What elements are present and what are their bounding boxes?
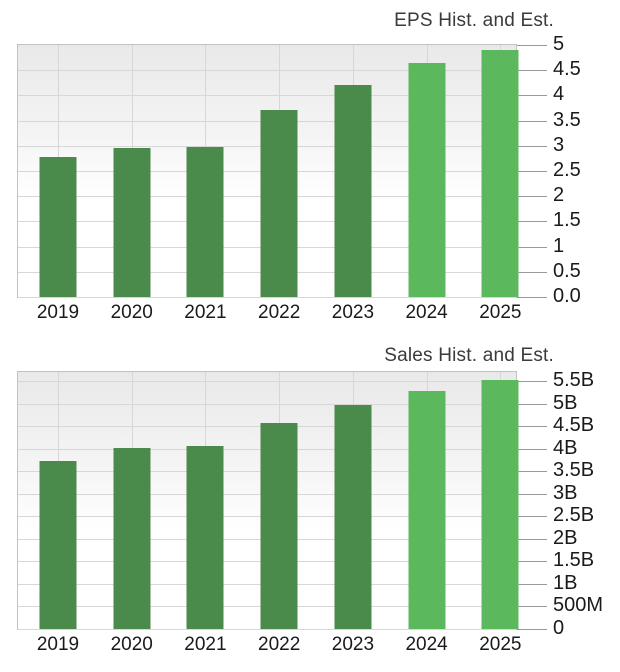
x-axis-label: 2024 [405, 302, 448, 323]
y-tick-mark [517, 120, 547, 122]
y-tick-mark [517, 471, 547, 473]
y-tick-mark [517, 538, 547, 540]
y-tick-label: 4.5B [553, 414, 595, 437]
y-tick-mark [517, 145, 547, 147]
bar-2020 [113, 148, 151, 297]
y-tick-label: 3 [553, 133, 565, 156]
h-gridline [18, 381, 516, 383]
y-tick-label: 1B [553, 571, 578, 594]
bars-layer [18, 372, 519, 629]
y-tick-label: 3.5B [553, 459, 595, 482]
y-tick-label: 0 [553, 617, 565, 640]
y-tick-mark [517, 426, 547, 428]
y-tick-mark [517, 221, 547, 223]
sales-history-estimate-chart: Sales Hist. and Est. 5.5B 5B 4.5B 4B 3.5B 3B 2… [0, 336, 620, 672]
bar-2019 [39, 157, 77, 297]
bar-2023 [334, 404, 372, 629]
y-tick-mark [517, 95, 547, 97]
y-tick-label: 1.5 [553, 209, 581, 232]
bar-2019 [39, 460, 77, 629]
y-tick-mark [517, 297, 547, 298]
y-tick-label: 2.5B [553, 504, 595, 527]
h-gridline [18, 297, 516, 298]
y-tick-mark [517, 171, 547, 172]
eps-history-estimate-chart: EPS Hist. and Est. 5 4.5 4 3.5 3 2.5 2 1.5 1 0.5 0… [17, 10, 581, 323]
bar-2025 [481, 50, 519, 297]
x-axis-label: 2023 [331, 302, 375, 323]
bar-2021 [186, 445, 224, 629]
bar-2022 [260, 109, 298, 297]
y-tick-label: 0.5 [553, 259, 581, 282]
y-tick-mark [517, 516, 547, 518]
y-tick-mark [517, 448, 547, 450]
y-tick-label: 2B [553, 526, 578, 549]
y-tick-mark [517, 629, 547, 630]
x-axis-label: 2021 [184, 302, 227, 323]
chart-title: Sales Hist. and Est. [384, 345, 554, 366]
x-axis-label: 2019 [36, 302, 80, 323]
y-tick-label: 4B [553, 436, 578, 459]
h-gridline [18, 629, 516, 630]
y-tick-label: 4 [553, 83, 565, 106]
plot-area [17, 371, 519, 630]
bar-2023 [334, 84, 372, 297]
y-tick-mark [517, 606, 547, 608]
x-axis-label: 2024 [405, 634, 448, 655]
x-axis-label: 2021 [184, 634, 227, 655]
y-tick-label: 3B [553, 481, 578, 504]
h-gridline [18, 95, 516, 97]
y-tick-label: 0.0 [553, 285, 581, 308]
y-tick-mark [517, 271, 547, 273]
bar-2024 [408, 62, 446, 297]
x-axis-label: 2022 [258, 302, 301, 323]
x-axis-label: 2019 [36, 634, 80, 655]
chart-title: EPS Hist. and Est. [394, 10, 554, 31]
x-axis-label: 2025 [479, 302, 522, 323]
y-tick-mark [517, 403, 547, 405]
x-axis-label: 2022 [258, 634, 301, 655]
x-axis-label: 2020 [110, 302, 153, 323]
bar-2022 [260, 422, 298, 629]
bars-layer [18, 45, 519, 297]
bar-2021 [186, 146, 224, 297]
plot-area [17, 44, 519, 298]
y-tick-label: 5.5B [553, 369, 595, 392]
bar-2025 [481, 379, 519, 629]
y-tick-label: 2.5 [553, 159, 581, 182]
x-axis-label: 2023 [331, 634, 375, 655]
y-tick-label: 1 [553, 234, 565, 257]
y-tick-mark [517, 381, 547, 383]
y-tick-mark [517, 583, 547, 585]
x-axis-label: 2020 [110, 634, 153, 655]
y-tick-mark [517, 70, 547, 72]
y-tick-label: 5 [553, 33, 565, 56]
y-tick-label: 5B [553, 391, 578, 414]
y-tick-mark [517, 196, 547, 198]
bar-2020 [113, 447, 151, 629]
y-tick-label: 500M [553, 594, 604, 617]
y-tick-label: 2 [553, 184, 565, 207]
y-tick-mark [517, 561, 547, 563]
bar-2024 [408, 390, 446, 629]
x-axis-label: 2025 [479, 634, 522, 655]
y-tick-mark [517, 45, 547, 46]
y-tick-label: 1.5B [553, 549, 595, 572]
h-gridline [18, 70, 516, 72]
h-gridline [18, 403, 516, 405]
y-tick-mark [517, 246, 547, 248]
y-tick-label: 4.5 [553, 58, 581, 81]
y-tick-label: 3.5 [553, 108, 581, 131]
y-tick-mark [517, 493, 547, 495]
